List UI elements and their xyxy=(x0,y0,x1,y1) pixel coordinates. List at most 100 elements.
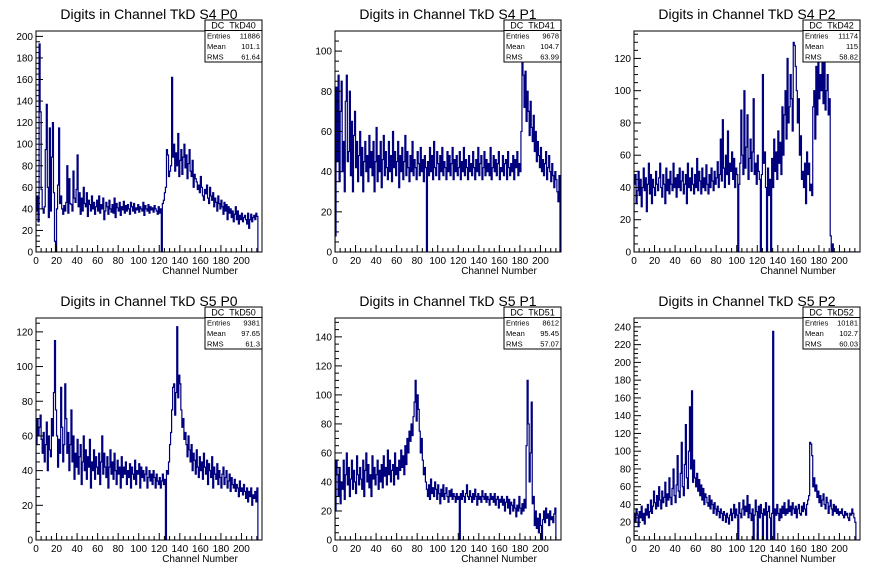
x-tick-label: 200 xyxy=(831,544,848,555)
y-tick-label: 140 xyxy=(16,97,33,108)
stats-box-frame xyxy=(802,19,861,63)
x-tick-label: 120 xyxy=(749,256,766,267)
x-tick-label: 120 xyxy=(151,256,168,267)
x-axis-label: Channel Number xyxy=(461,266,537,277)
x-tick-label: 80 xyxy=(711,256,723,267)
x-tick-label: 60 xyxy=(391,544,403,555)
stats-rms-label: RMS xyxy=(207,340,224,349)
histogram-line xyxy=(634,330,860,540)
stats-rms-value: 63.99 xyxy=(540,53,559,62)
stats-rms-label: RMS xyxy=(207,53,224,62)
y-tick-label: 120 xyxy=(315,361,332,372)
y-tick-label: 120 xyxy=(16,327,33,338)
y-tick-label: 60 xyxy=(22,183,34,194)
y-tick-label: 160 xyxy=(614,393,631,404)
x-tick-label: 160 xyxy=(192,256,209,267)
y-tick-label: 100 xyxy=(614,447,631,458)
stats-box-frame xyxy=(204,306,263,350)
y-tick-label: 60 xyxy=(321,448,333,459)
stats-mean-label: Mean xyxy=(207,329,226,338)
histogram-panel: Digits in Channel TkD S5 P2 0 20 40 60 80 100 1… xyxy=(614,293,861,565)
x-tick-label: 140 xyxy=(769,544,786,555)
x-tick-label: 20 xyxy=(350,544,362,555)
x-tick-label: 180 xyxy=(512,256,529,267)
y-tick-label: 40 xyxy=(321,477,333,488)
stats-rms-value: 61.3 xyxy=(245,340,260,349)
y-tick-label: 20 xyxy=(22,501,34,512)
x-tick-label: 140 xyxy=(171,256,188,267)
y-tick-label: 0 xyxy=(27,248,33,259)
stats-entries-label: Entries xyxy=(207,319,231,328)
x-tick-label: 180 xyxy=(213,256,230,267)
stats-box-frame xyxy=(503,306,562,350)
y-tick-label: 60 xyxy=(620,482,632,493)
stats-rms-label: RMS xyxy=(506,53,523,62)
y-tick-label: 180 xyxy=(16,53,33,64)
x-axis-label: Channel Number xyxy=(162,554,238,565)
y-tick-label: 20 xyxy=(22,226,34,237)
panel-title: Digits in Channel TkD S4 P1 xyxy=(359,6,536,22)
x-tick-label: 0 xyxy=(332,544,338,555)
x-tick-label: 40 xyxy=(371,256,383,267)
y-tick-label: 100 xyxy=(16,140,33,151)
stats-entries-value: 9381 xyxy=(243,319,260,328)
stats-entries-value: 11886 xyxy=(240,32,260,41)
stats-rms-label: RMS xyxy=(805,53,822,62)
stats-entries-label: Entries xyxy=(805,32,829,41)
y-tick-label: 60 xyxy=(22,431,34,442)
x-tick-label: 20 xyxy=(649,544,661,555)
x-axis-label: Channel Number xyxy=(760,266,836,277)
y-tick-label: 40 xyxy=(321,167,333,178)
y-tick-label: 80 xyxy=(22,397,34,408)
stats-name: DC_TkD52 xyxy=(809,308,854,318)
x-tick-label: 0 xyxy=(33,544,39,555)
y-tick-label: 100 xyxy=(315,47,332,58)
y-tick-label: 0 xyxy=(625,248,631,259)
y-tick-label: 60 xyxy=(620,151,632,162)
y-tick-label: 60 xyxy=(321,127,333,138)
y-tick-label: 20 xyxy=(321,207,333,218)
x-tick-label: 20 xyxy=(350,256,362,267)
y-tick-label: 0 xyxy=(27,536,33,547)
histogram-line xyxy=(36,43,259,252)
stats-mean-value: 104.7 xyxy=(540,42,559,51)
x-tick-label: 120 xyxy=(450,544,467,555)
stats-rms-value: 61.64 xyxy=(241,53,260,62)
stats-mean-label: Mean xyxy=(805,42,824,51)
y-tick-label: 40 xyxy=(22,204,34,215)
x-tick-label: 140 xyxy=(769,256,786,267)
y-tick-label: 20 xyxy=(620,518,632,529)
x-axis-label: Channel Number xyxy=(162,266,238,277)
histogram-panel: Digits in Channel TkD S4 P1 0 20 40 60 80 100 1… xyxy=(315,6,562,277)
y-tick-label: 0 xyxy=(326,248,332,259)
panel-title: Digits in Channel TkD S4 P2 xyxy=(658,6,835,22)
stats-name: DC_TkD41 xyxy=(510,21,555,31)
y-tick-label: 80 xyxy=(620,464,632,475)
histogram-panel: Digits in Channel TkD S5 P0 0 20 40 60 80 100 1… xyxy=(16,293,263,565)
y-tick-label: 200 xyxy=(614,358,631,369)
y-tick-label: 160 xyxy=(16,75,33,86)
x-tick-label: 80 xyxy=(412,544,424,555)
y-tick-label: 120 xyxy=(16,118,33,129)
stats-mean-value: 101.1 xyxy=(241,42,260,51)
stats-mean-label: Mean xyxy=(805,329,824,338)
x-tick-label: 200 xyxy=(532,256,549,267)
x-tick-label: 200 xyxy=(233,256,250,267)
y-tick-label: 80 xyxy=(321,87,333,98)
y-tick-label: 20 xyxy=(620,215,632,226)
x-tick-label: 100 xyxy=(429,256,446,267)
y-tick-label: 180 xyxy=(614,376,631,387)
stats-mean-value: 115 xyxy=(846,42,858,51)
x-tick-label: 100 xyxy=(429,544,446,555)
stats-mean-label: Mean xyxy=(207,42,226,51)
histogram-panel: Digits in Channel TkD S5 P1 0 20 40 60 80 100 1… xyxy=(315,293,562,565)
x-tick-label: 60 xyxy=(92,256,104,267)
x-tick-label: 160 xyxy=(790,544,807,555)
y-tick-label: 40 xyxy=(620,500,632,511)
